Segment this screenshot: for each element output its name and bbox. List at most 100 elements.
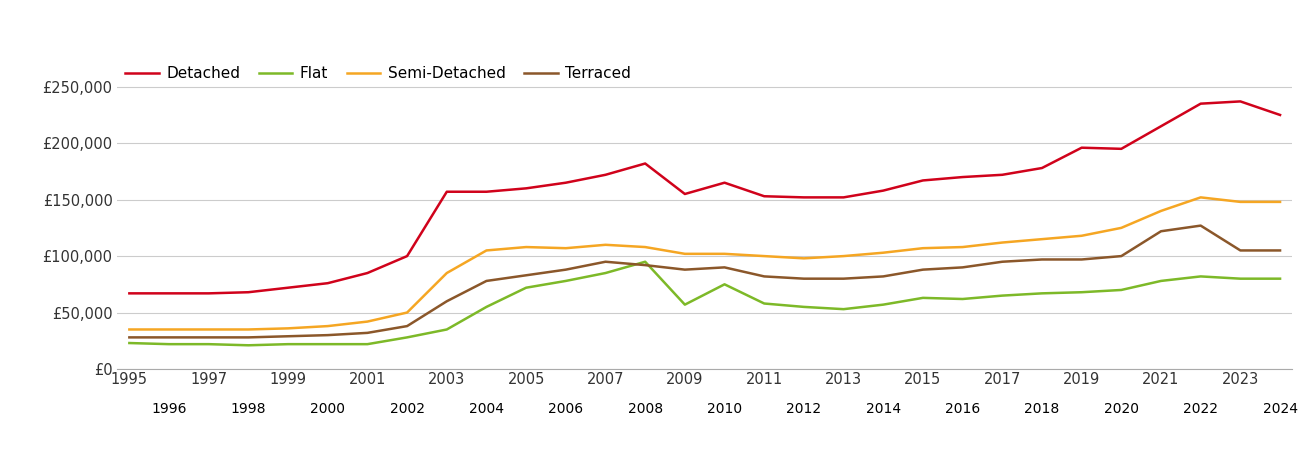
Terraced	[1154, 229, 1169, 234]
Detached	[677, 191, 693, 197]
Terraced	[1034, 257, 1049, 262]
Detached	[1193, 101, 1208, 106]
Semi-Detached	[399, 310, 415, 315]
Detached	[1232, 99, 1248, 104]
Terraced	[835, 276, 851, 281]
Terraced	[162, 335, 177, 340]
Detached	[598, 172, 613, 177]
Terraced	[955, 265, 971, 270]
Detached	[162, 291, 177, 296]
Detached	[121, 291, 137, 296]
Detached	[201, 291, 217, 296]
Semi-Detached	[1232, 199, 1248, 205]
Terraced	[399, 324, 415, 329]
Detached	[438, 189, 454, 194]
Semi-Detached	[835, 253, 851, 259]
Flat	[559, 278, 574, 284]
Semi-Detached	[1154, 208, 1169, 214]
Terraced	[559, 267, 574, 272]
Line: Flat: Flat	[129, 262, 1280, 345]
Terraced	[796, 276, 812, 281]
Semi-Detached	[915, 246, 930, 251]
Detached	[796, 195, 812, 200]
Detached	[637, 161, 652, 166]
Flat	[1034, 291, 1049, 296]
Detached	[1154, 124, 1169, 129]
Semi-Detached	[559, 246, 574, 251]
Flat	[835, 306, 851, 312]
Semi-Detached	[876, 250, 891, 256]
Flat	[677, 302, 693, 307]
Flat	[360, 342, 376, 347]
Terraced	[518, 273, 534, 278]
Detached	[1113, 146, 1129, 152]
Semi-Detached	[121, 327, 137, 332]
Terraced	[438, 298, 454, 304]
Flat	[955, 296, 971, 302]
Flat	[1193, 274, 1208, 279]
Semi-Detached	[479, 248, 495, 253]
Flat	[757, 301, 773, 306]
Semi-Detached	[518, 244, 534, 250]
Terraced	[598, 259, 613, 265]
Flat	[994, 293, 1010, 298]
Detached	[479, 189, 495, 194]
Terraced	[240, 335, 256, 340]
Detached	[994, 172, 1010, 177]
Semi-Detached	[677, 251, 693, 256]
Detached	[955, 174, 971, 180]
Flat	[162, 342, 177, 347]
Detached	[320, 280, 335, 286]
Semi-Detached	[716, 251, 732, 256]
Terraced	[716, 265, 732, 270]
Terraced	[1113, 253, 1129, 259]
Flat	[796, 304, 812, 310]
Terraced	[637, 262, 652, 268]
Detached	[876, 188, 891, 194]
Terraced	[121, 335, 137, 340]
Flat	[201, 342, 217, 347]
Flat	[240, 342, 256, 348]
Flat	[479, 304, 495, 310]
Semi-Detached	[1113, 225, 1129, 230]
Terraced	[677, 267, 693, 272]
Semi-Detached	[1272, 199, 1288, 205]
Semi-Detached	[1034, 236, 1049, 242]
Semi-Detached	[320, 324, 335, 329]
Line: Terraced: Terraced	[129, 225, 1280, 338]
Detached	[716, 180, 732, 185]
Line: Detached: Detached	[129, 101, 1280, 293]
Detached	[757, 194, 773, 199]
Flat	[438, 327, 454, 332]
Semi-Detached	[994, 240, 1010, 245]
Flat	[281, 342, 296, 347]
Line: Semi-Detached: Semi-Detached	[129, 198, 1280, 329]
Terraced	[479, 278, 495, 284]
Semi-Detached	[955, 244, 971, 250]
Detached	[1074, 145, 1090, 150]
Terraced	[201, 335, 217, 340]
Semi-Detached	[438, 270, 454, 276]
Flat	[1113, 287, 1129, 292]
Terraced	[360, 330, 376, 336]
Terraced	[1232, 248, 1248, 253]
Flat	[915, 295, 930, 301]
Flat	[876, 302, 891, 307]
Flat	[1074, 289, 1090, 295]
Semi-Detached	[637, 244, 652, 250]
Flat	[121, 340, 137, 346]
Detached	[399, 253, 415, 259]
Flat	[1272, 276, 1288, 281]
Detached	[915, 178, 930, 183]
Semi-Detached	[360, 319, 376, 324]
Detached	[835, 195, 851, 200]
Terraced	[994, 259, 1010, 265]
Terraced	[915, 267, 930, 272]
Semi-Detached	[757, 253, 773, 259]
Semi-Detached	[240, 327, 256, 332]
Semi-Detached	[796, 256, 812, 261]
Semi-Detached	[281, 326, 296, 331]
Flat	[598, 270, 613, 276]
Terraced	[876, 274, 891, 279]
Detached	[281, 285, 296, 290]
